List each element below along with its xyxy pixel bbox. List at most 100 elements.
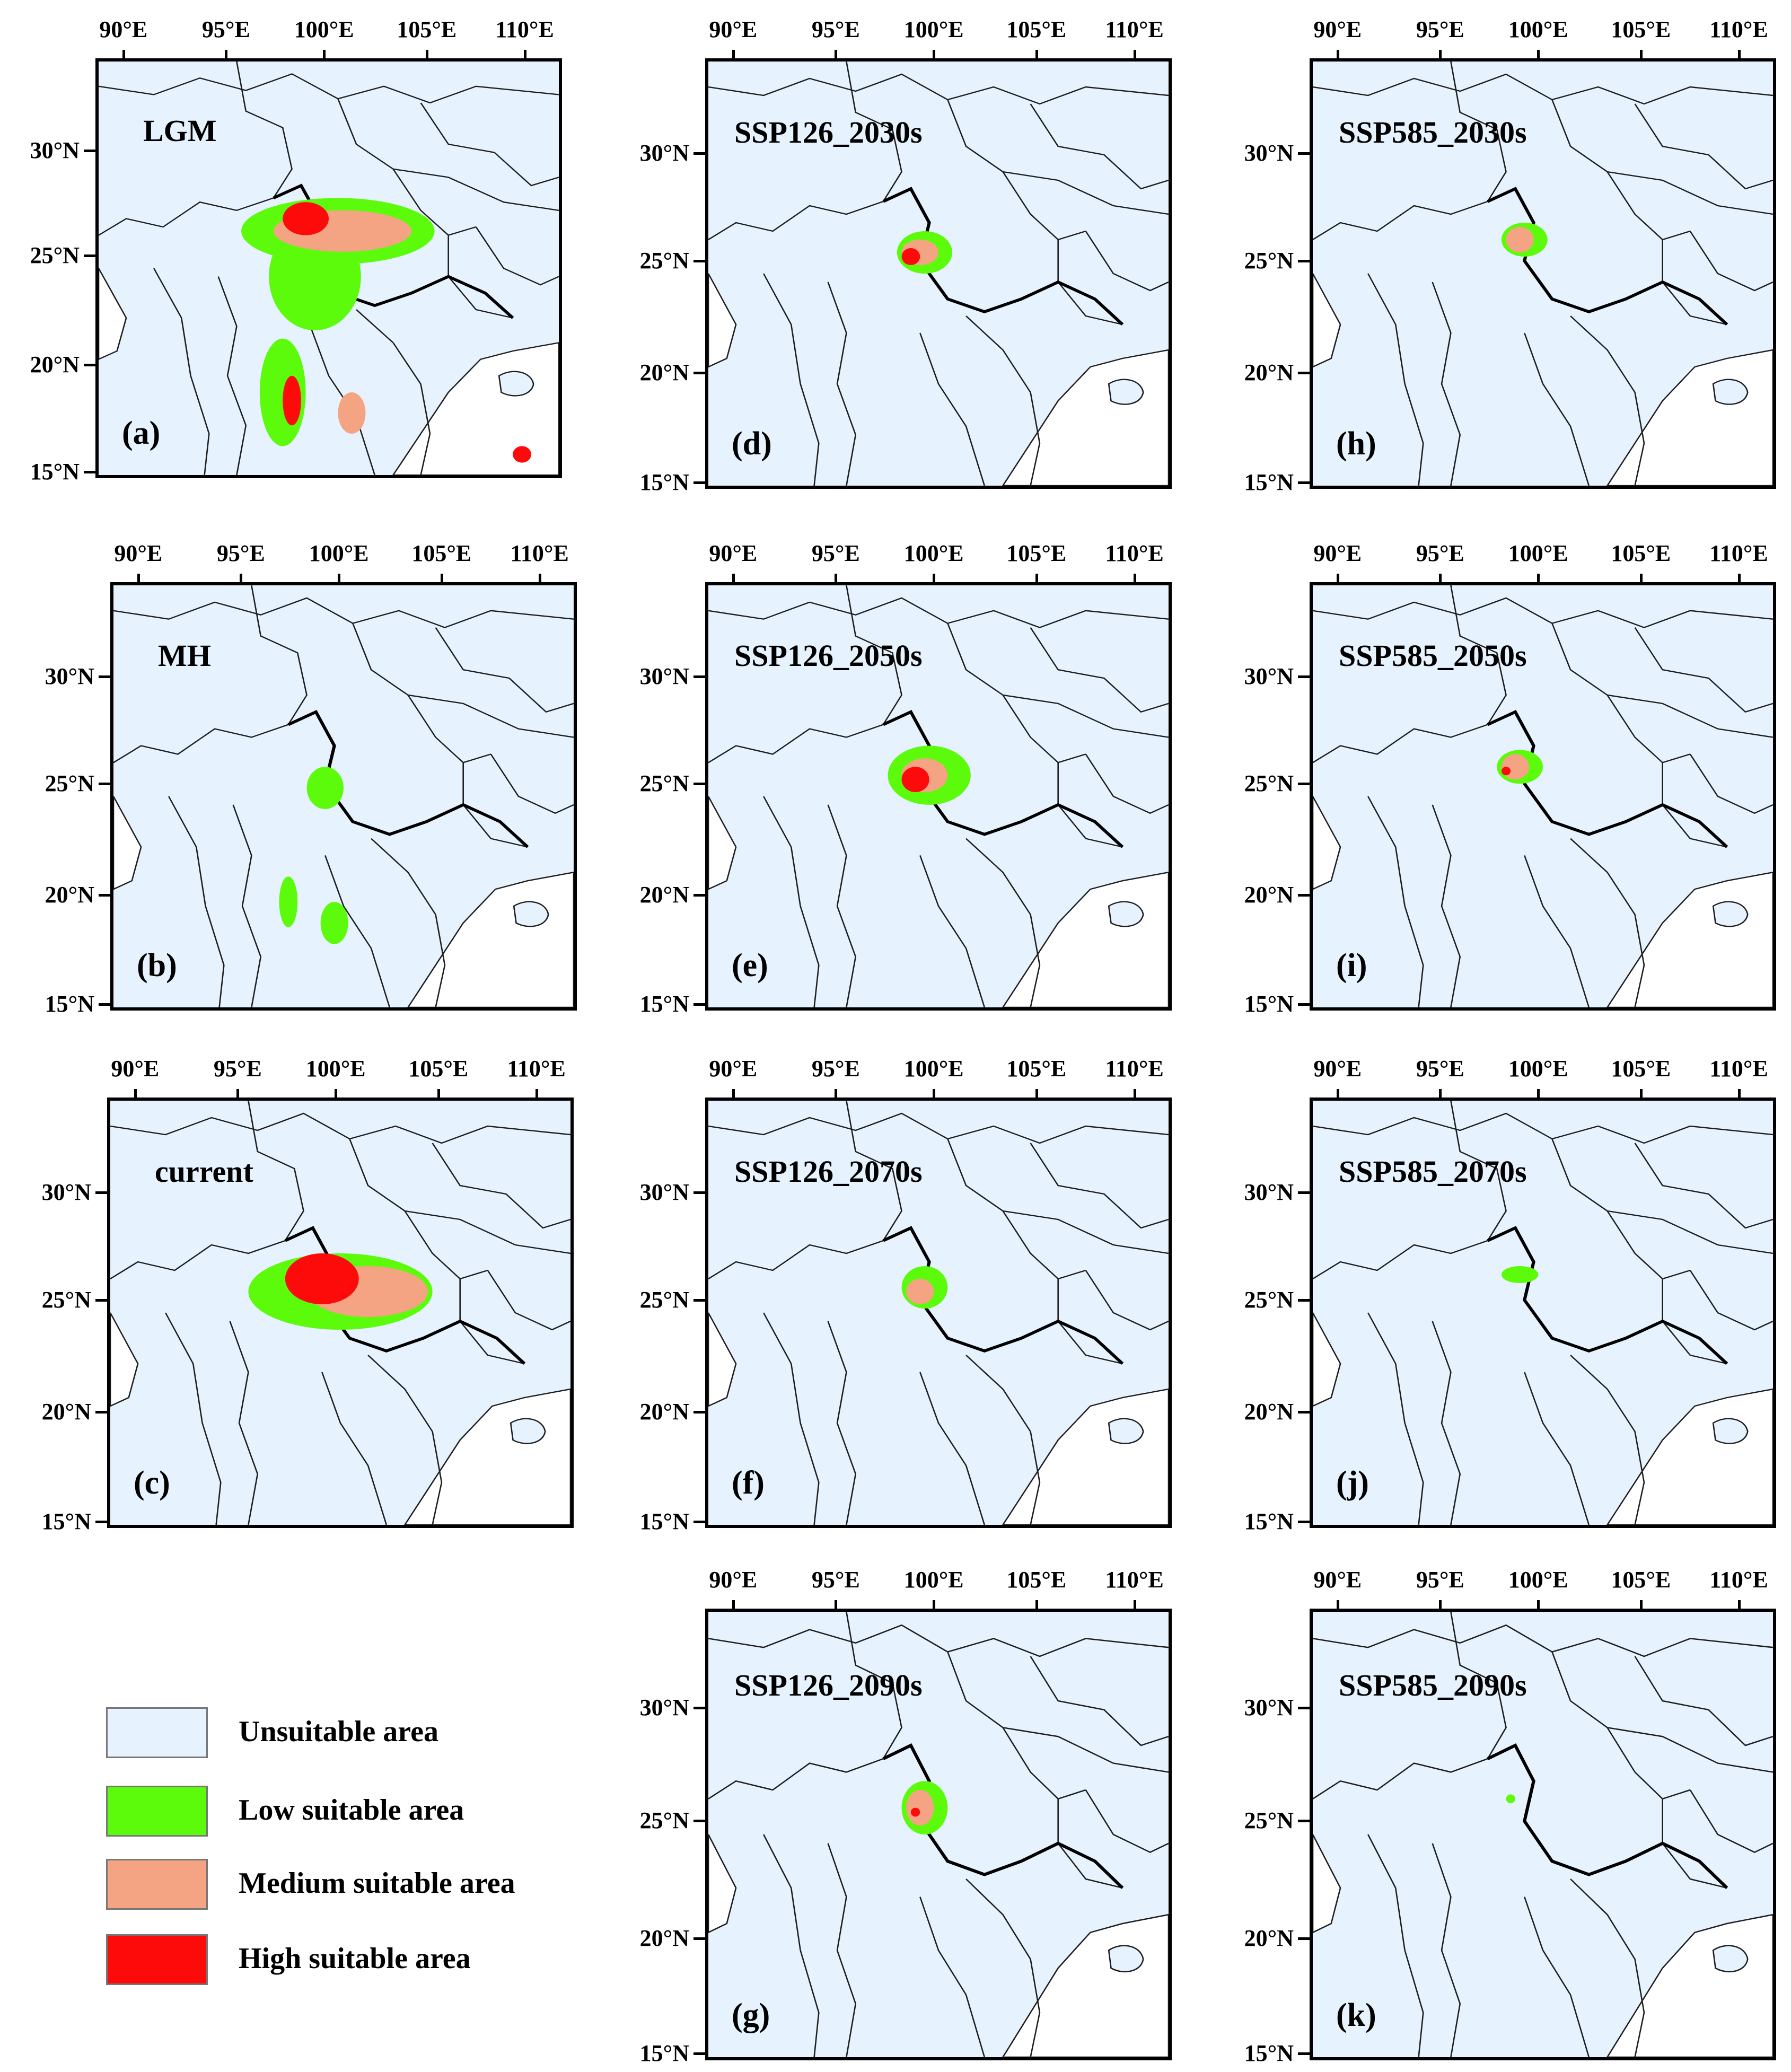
bay-of-bengal [708, 1312, 737, 1407]
lat-tick-label: 25°N [41, 1286, 91, 1313]
map-frame [107, 1098, 574, 1528]
lon-tick [1133, 1089, 1136, 1099]
admin-boundary [1057, 762, 1123, 848]
lon-tick-label: 110°E [1709, 1567, 1768, 1593]
lon-tick-label: 110°E [1709, 1056, 1768, 1082]
lat-tick [95, 1191, 107, 1194]
lat-tick-label: 15°N [639, 2040, 689, 2067]
lon-tick [1537, 1089, 1540, 1099]
panel-letter: (a) [122, 415, 161, 451]
admin-boundary [1662, 1798, 1727, 1889]
map-frame [110, 582, 577, 1011]
suitable-area-medium [906, 1279, 934, 1304]
admin-boundary [1367, 273, 1424, 486]
lon-tick-label: 100°E [309, 540, 369, 566]
admin-boundary [708, 1240, 884, 1279]
lat-tick [99, 782, 110, 785]
scenario-label: SSP126_2070s [734, 1154, 923, 1189]
bay-of-bengal [1313, 273, 1341, 368]
lat-tick-label: 20°N [1244, 1398, 1294, 1425]
bay-of-bengal [113, 796, 142, 890]
admin-boundary [1607, 1727, 1773, 1773]
admin-boundary [1607, 1210, 1773, 1254]
hainan-island [1108, 379, 1144, 405]
lon-tick [1737, 1600, 1741, 1610]
admin-boundary [965, 838, 1041, 1007]
lon-tick-label: 95°E [1416, 1056, 1464, 1082]
lat-tick-label: 15°N [1244, 1508, 1294, 1534]
map-frame [1310, 1098, 1776, 1528]
lat-tick [1298, 782, 1310, 785]
admin-boundary [164, 1312, 222, 1525]
basemap [708, 1612, 1169, 2057]
national-boundary [882, 1743, 1124, 1889]
admin-boundary [965, 1878, 1041, 2057]
admin-boundary [947, 1138, 1086, 1280]
basemap [113, 585, 574, 1007]
panel-letter: (d) [732, 426, 772, 462]
sea-area [1606, 1913, 1773, 2057]
lat-tick [84, 471, 95, 474]
admin-boundary [1432, 804, 1461, 1007]
admin-boundary [846, 585, 902, 725]
lon-tick-label: 90°E [1313, 16, 1362, 42]
national-boundary [284, 1226, 526, 1365]
admin-boundary [352, 623, 491, 763]
lon-tick-label: 95°E [811, 1567, 860, 1593]
lon-tick [1336, 1600, 1339, 1610]
admin-boundary [1030, 1656, 1169, 1746]
bay-of-bengal [708, 273, 737, 368]
lon-tick-label: 105°E [1006, 540, 1067, 566]
admin-boundary [708, 597, 1169, 628]
lat-tick-label: 30°N [639, 663, 689, 689]
lon-tick [338, 574, 341, 583]
hainan-island [1108, 1418, 1144, 1444]
lat-tick-label: 30°N [639, 139, 689, 166]
lon-tick-label: 90°E [1313, 540, 1362, 566]
admin-boundary [1524, 855, 1590, 1007]
admin-boundary [459, 1279, 525, 1365]
lon-tick-label: 90°E [709, 1056, 758, 1082]
legend-swatch-medium [106, 1859, 208, 1910]
admin-boundary [919, 332, 986, 486]
lon-tick-label: 110°E [1105, 1056, 1164, 1082]
lat-tick-label: 15°N [41, 1508, 91, 1534]
lon-tick-label: 100°E [903, 16, 964, 42]
lat-tick-label: 25°N [1244, 770, 1294, 796]
admin-boundary [1634, 1656, 1773, 1746]
admin-boundary [827, 282, 857, 486]
hainan-island [1712, 1945, 1749, 1973]
lat-tick-label: 20°N [639, 881, 689, 908]
lon-tick-label: 110°E [495, 16, 554, 42]
admin-boundary [1367, 1312, 1424, 1525]
scenario-label: SSP585_2070s [1339, 1154, 1527, 1189]
suitable-area-high [283, 202, 329, 235]
lon-tick-label: 95°E [1416, 540, 1464, 566]
lon-tick [1133, 574, 1136, 583]
lat-tick-label: 20°N [639, 359, 689, 385]
lat-tick [693, 1937, 705, 1940]
lat-tick-label: 15°N [639, 990, 689, 1017]
admin-boundary [846, 62, 902, 202]
basemap [99, 62, 559, 475]
lat-tick-label: 20°N [41, 1398, 91, 1425]
admin-boundary [827, 1321, 857, 1525]
lon-tick [122, 50, 125, 59]
admin-boundary [110, 1240, 286, 1279]
lon-tick [535, 1089, 538, 1099]
suitable-area-low [320, 902, 348, 944]
suitable-area-low [1506, 1794, 1515, 1804]
lat-tick [1298, 1820, 1310, 1823]
admin-boundary [487, 1270, 570, 1331]
lat-tick [1298, 259, 1310, 262]
lat-tick [693, 1707, 705, 1710]
lon-tick [1035, 50, 1038, 59]
admin-boundary [337, 98, 477, 236]
sea-area [1002, 1913, 1169, 2057]
admin-boundary [762, 273, 820, 486]
basemap [110, 1101, 570, 1525]
sea-area [404, 1388, 570, 1525]
lat-tick [1298, 1298, 1310, 1302]
scenario-label: LGM [143, 113, 217, 148]
lon-tick [732, 1600, 735, 1610]
